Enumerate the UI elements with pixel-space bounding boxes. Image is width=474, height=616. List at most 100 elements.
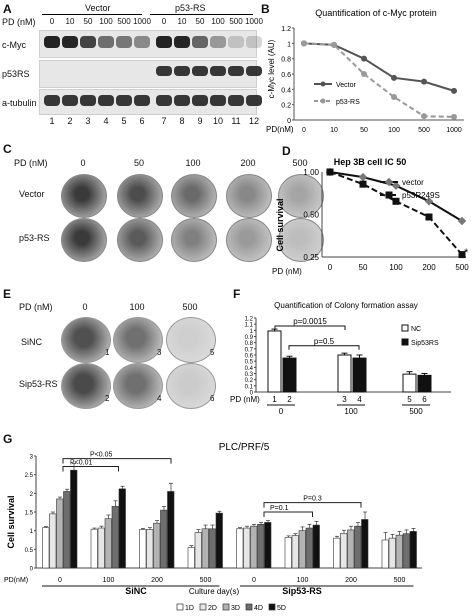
chart-b-legend-label: Vector bbox=[336, 82, 357, 89]
chart-g-legend-swatch bbox=[176, 603, 184, 611]
chart-g-legend-label: 4D bbox=[254, 605, 263, 612]
chart-g-bar bbox=[70, 469, 78, 569]
chart-g-ytick: 1 bbox=[30, 529, 34, 535]
tubulin-band bbox=[62, 95, 78, 106]
colony-dish bbox=[113, 317, 163, 363]
chart-d-point bbox=[425, 213, 433, 221]
chart-b-point bbox=[451, 113, 457, 120]
colony-dish bbox=[278, 218, 324, 262]
chart-f-legend-swatch bbox=[401, 338, 409, 346]
panel-f-label: F bbox=[233, 287, 241, 301]
panel-a-lane-number: 11 bbox=[231, 116, 241, 126]
chart-g-bracket bbox=[62, 465, 119, 472]
chart-g-bar bbox=[194, 532, 202, 569]
colony-dish bbox=[117, 218, 163, 262]
chart-g-bar bbox=[42, 527, 50, 569]
chart-b-series bbox=[301, 40, 457, 120]
panel-a-lane-number: 8 bbox=[179, 116, 185, 126]
chart-f-ytick: 1.2 bbox=[245, 317, 254, 323]
chart-g-group-sip53rs: Sip53-RS bbox=[282, 586, 322, 596]
chart-g-bar bbox=[347, 529, 355, 569]
tubulin-band bbox=[80, 95, 96, 106]
tubulin-band bbox=[192, 95, 208, 106]
chart-d-xtick: 200 bbox=[422, 263, 436, 272]
chart-g-dose: 500 bbox=[394, 577, 406, 584]
chart-g-xlabel: PD(nM) bbox=[4, 577, 28, 584]
panel-a-lane-number: 6 bbox=[139, 116, 145, 126]
chart-g-bar bbox=[333, 537, 341, 569]
chart-d-point bbox=[391, 181, 401, 190]
panel-a-dose: 500 bbox=[229, 17, 243, 26]
chart-f-lane-number: 2 bbox=[287, 395, 292, 404]
panel-b-label: B bbox=[261, 2, 270, 16]
panel-e-dose: 100 bbox=[129, 302, 145, 312]
cmyc-band bbox=[116, 36, 132, 48]
chart-f-bar bbox=[417, 374, 432, 393]
chart-f-bar bbox=[267, 330, 282, 393]
chart-d-xtick: 0 bbox=[328, 263, 333, 272]
colony-dish bbox=[61, 218, 107, 262]
chart-d-point bbox=[458, 251, 466, 259]
chart-f-bar bbox=[402, 373, 417, 393]
panel-e-dose: 0 bbox=[82, 302, 88, 312]
chart-f-lane-number: 3 bbox=[342, 395, 347, 404]
chart-f-ytick: 0.9 bbox=[245, 335, 254, 341]
chart-g-ytick: 2 bbox=[30, 492, 34, 498]
chart-b-ytick: 1 bbox=[287, 41, 291, 48]
colony-dish bbox=[278, 174, 324, 218]
chart-b-xlabel: PD(nM) bbox=[266, 125, 294, 134]
panel-a-row-tubulin: a-tubulin bbox=[2, 98, 37, 108]
chart-g-ytick: 0.5 bbox=[25, 548, 34, 554]
chart-g-dose: 200 bbox=[151, 577, 163, 584]
chart-b-point bbox=[361, 55, 367, 62]
chart-f-bars: p=0.0015 p=0.5 bbox=[267, 317, 432, 393]
p53rs-band bbox=[228, 66, 244, 76]
chart-g-group-sinc: SiNC bbox=[125, 586, 147, 596]
chart-g-legend-swatch bbox=[245, 603, 253, 611]
colony-dish bbox=[226, 218, 272, 262]
cmyc-band bbox=[62, 36, 78, 48]
panel-e-dish-number: 4 bbox=[157, 394, 162, 403]
chart-f-ytick: 0.8 bbox=[245, 341, 254, 347]
chart-d: Hep 3B cell IC 50 Cell survival 1.00 0.50… bbox=[272, 157, 469, 276]
chart-b-ytick: 1.2 bbox=[281, 26, 291, 33]
chart-b-ytick: 0.4 bbox=[281, 87, 291, 94]
chart-g-ytick: 1.5 bbox=[25, 511, 34, 517]
chart-f-ytick: 0.6 bbox=[245, 354, 254, 360]
chart-g-bracket bbox=[263, 502, 362, 508]
chart-b-ytick: 0 bbox=[287, 118, 291, 125]
panel-a-lane-number: 9 bbox=[197, 116, 203, 126]
panel-a-dose: 0 bbox=[161, 17, 167, 26]
chart-d-xtick: 500 bbox=[455, 263, 469, 272]
chart-f-ytick: 0 bbox=[250, 391, 254, 397]
panel-a-vector-group: Vector bbox=[85, 3, 111, 13]
chart-f-bar bbox=[282, 357, 297, 393]
chart-f-ytick: 0.3 bbox=[245, 372, 254, 378]
chart-g-legend-label: 2D bbox=[208, 605, 217, 612]
chart-f-legend-label: NC bbox=[411, 326, 421, 333]
tubulin-band bbox=[246, 95, 262, 106]
chart-b-point bbox=[421, 113, 427, 120]
chart-d-point bbox=[392, 197, 400, 205]
chart-g-bar bbox=[354, 525, 362, 569]
p53rs-band bbox=[210, 66, 226, 76]
chart-g-pval: P=0.3 bbox=[303, 496, 322, 503]
chart-f-dose: 0 bbox=[279, 407, 284, 416]
chart-g-bar bbox=[97, 527, 105, 569]
p53rs-band bbox=[192, 66, 208, 76]
chart-d-series bbox=[325, 167, 467, 259]
tubulin-band bbox=[228, 95, 244, 106]
tubulin-band bbox=[210, 95, 226, 106]
chart-b-xtick: 10 bbox=[330, 127, 338, 134]
chart-f-bar bbox=[352, 357, 367, 393]
chart-g-bar bbox=[153, 522, 161, 569]
panel-a-lane-number: 1 bbox=[49, 116, 55, 126]
chart-g-legend-swatch bbox=[268, 603, 276, 611]
chart-g-ytick: 3 bbox=[30, 455, 34, 461]
panel-a-lane-number: 7 bbox=[161, 116, 167, 126]
panel-e-row-sinc: SiNC bbox=[21, 337, 43, 347]
chart-d-xlabel: PD (nM) bbox=[272, 267, 302, 276]
chart-g-annotations: P<0.05P<0.01 P=0.3 P=0.1 bbox=[62, 452, 362, 517]
chart-f-dose: 100 bbox=[344, 407, 358, 416]
panel-c-pd-header: PD (nM) bbox=[14, 158, 48, 168]
